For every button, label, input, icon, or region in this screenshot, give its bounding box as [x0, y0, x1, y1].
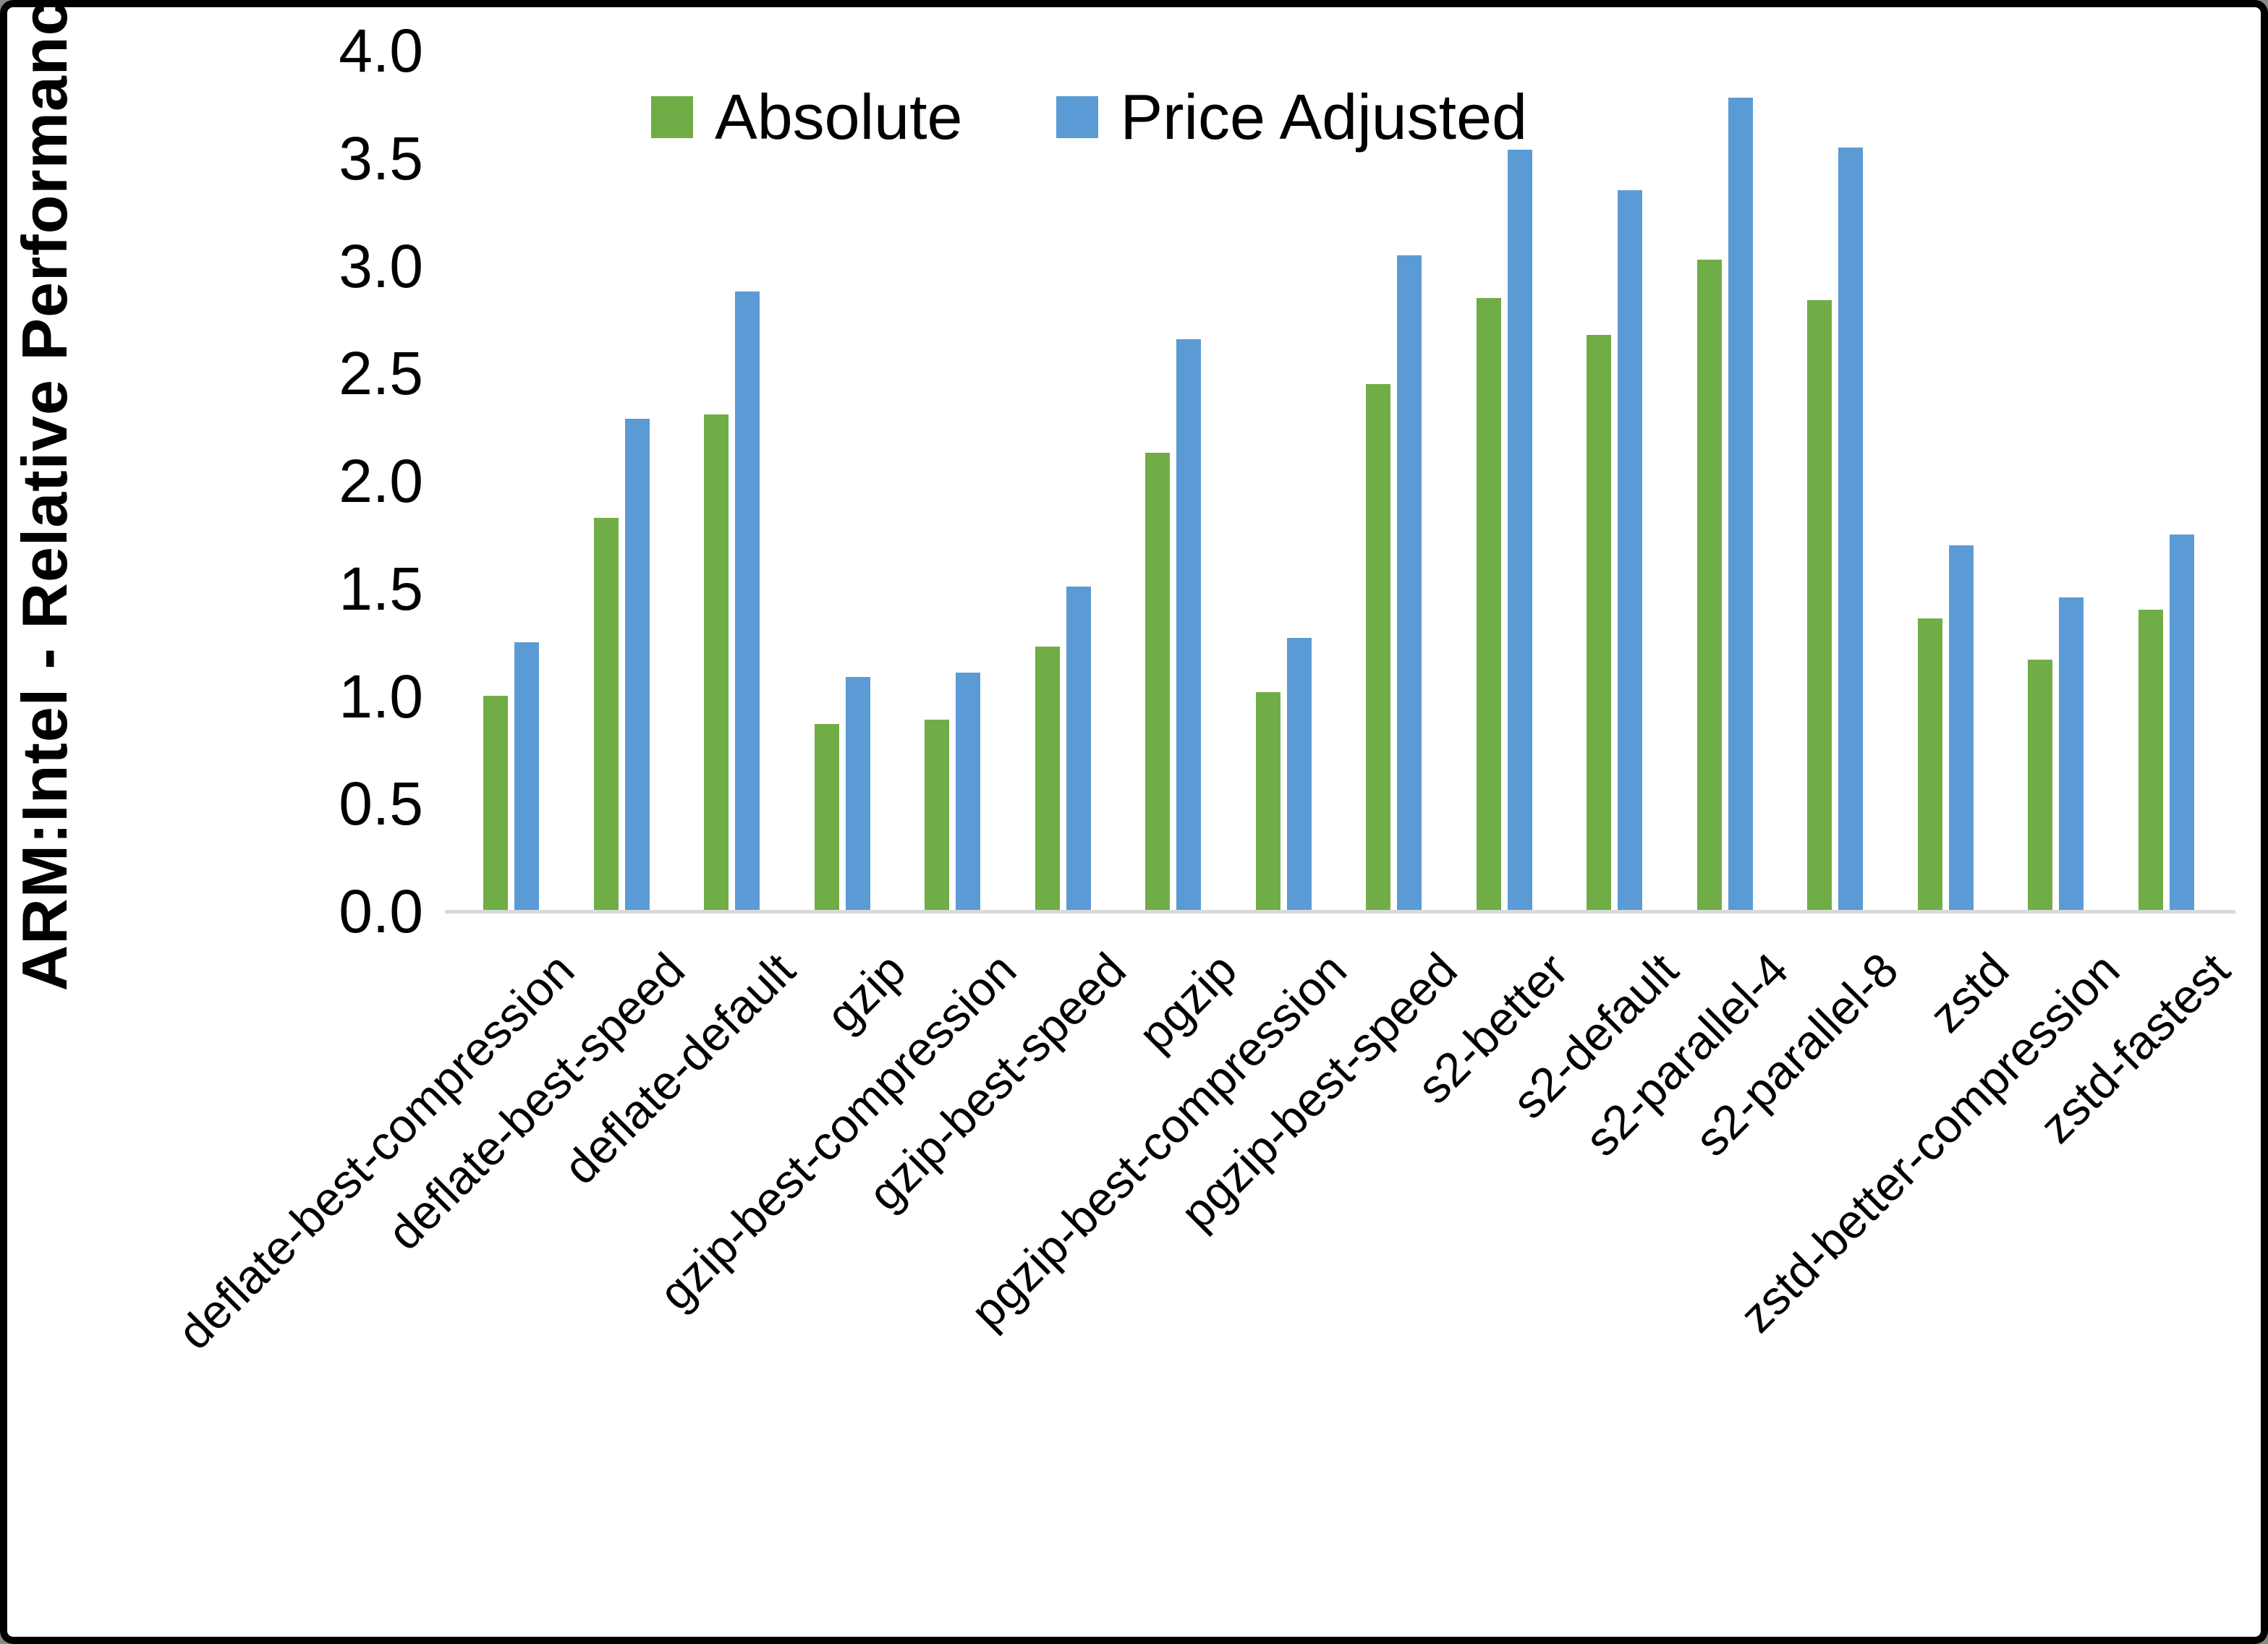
bar-price-adjusted-zstd-fastest — [2169, 534, 2194, 911]
bar-absolute-gzip — [814, 724, 839, 911]
y-tick-label: 3.0 — [339, 231, 423, 300]
bar-price-adjusted-pgzip — [1176, 339, 1201, 911]
y-tick-label: 2.5 — [339, 339, 423, 408]
bar-price-adjusted-s2-parallel-8 — [1838, 148, 1863, 911]
bar-absolute-deflate-default — [704, 414, 729, 911]
y-tick-label: 1.5 — [339, 554, 423, 623]
bar-price-adjusted-deflate-best-compression — [514, 642, 539, 911]
legend-swatch-icon — [1056, 96, 1099, 138]
y-tick-label: 4.0 — [339, 17, 423, 85]
x-tick-label-gzip: gzip — [815, 942, 916, 1043]
bar-absolute-gzip-best-compression — [925, 720, 949, 911]
legend-item-price-adjusted: Price Adjusted — [1056, 85, 1527, 149]
bar-absolute-deflate-best-speed — [593, 518, 619, 911]
bar-absolute-zstd-better-compression — [2028, 660, 2052, 911]
y-tick-label: 3.5 — [339, 124, 423, 192]
x-tick-label-zstd: zstd — [1919, 942, 2019, 1043]
bar-price-adjusted-s2-better — [1507, 150, 1532, 911]
bar-price-adjusted-gzip-best-speed — [1066, 587, 1091, 911]
y-tick-label: 1.0 — [339, 662, 423, 731]
y-tick-label: 2.0 — [339, 447, 423, 515]
legend-item-absolute: Absolute — [651, 85, 962, 149]
bar-absolute-s2-better — [1476, 298, 1501, 911]
bar-absolute-s2-parallel-4 — [1696, 260, 1722, 911]
legend: Absolute Price Adjusted — [651, 85, 1527, 149]
bar-price-adjusted-gzip — [845, 677, 870, 911]
legend-label: Absolute — [715, 81, 963, 153]
bar-absolute-zstd — [1917, 618, 1942, 911]
bar-price-adjusted-zstd-better-compression — [2059, 597, 2084, 911]
x-axis-line — [445, 910, 2235, 913]
y-tick-label: 0.0 — [339, 877, 423, 945]
bar-price-adjusted-gzip-best-compression — [956, 673, 980, 911]
legend-swatch-icon — [651, 96, 693, 138]
bar-price-adjusted-s2-default — [1618, 190, 1642, 911]
bar-price-adjusted-deflate-default — [735, 291, 760, 911]
bar-price-adjusted-zstd — [1948, 545, 1974, 911]
y-tick-label: 0.5 — [339, 770, 423, 838]
bar-absolute-pgzip — [1145, 453, 1170, 911]
bar-absolute-s2-default — [1587, 335, 1611, 911]
bar-absolute-pgzip-best-speed — [1366, 384, 1390, 911]
bar-price-adjusted-pgzip-best-compression — [1286, 638, 1312, 911]
bar-absolute-zstd-fastest — [2138, 610, 2163, 911]
bar-price-adjusted-deflate-best-speed — [624, 419, 650, 911]
bar-absolute-gzip-best-speed — [1035, 647, 1060, 911]
bar-absolute-deflate-best-compression — [483, 696, 508, 911]
bar-price-adjusted-pgzip-best-speed — [1397, 255, 1422, 911]
bar-absolute-pgzip-best-compression — [1255, 692, 1280, 911]
legend-label: Price Adjusted — [1120, 81, 1528, 153]
bar-price-adjusted-s2-parallel-4 — [1728, 98, 1753, 911]
bar-absolute-s2-parallel-8 — [1807, 300, 1832, 911]
